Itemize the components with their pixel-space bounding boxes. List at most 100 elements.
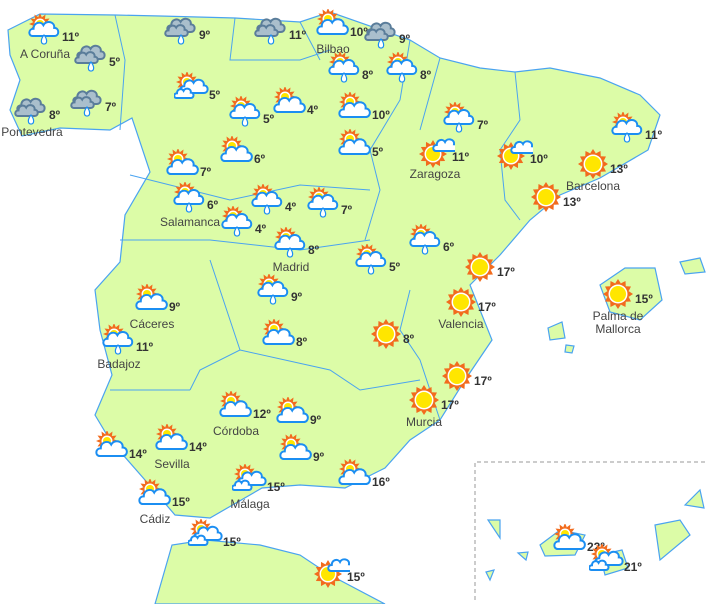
temperature: 5º	[109, 55, 121, 69]
city-label: Zaragoza	[409, 167, 461, 181]
partly-cloudy-icon	[337, 458, 375, 500]
temperature: 5º	[263, 112, 275, 126]
island-formentera	[564, 344, 575, 354]
temperature: 7º	[200, 165, 212, 179]
temperature: 8º	[403, 332, 415, 346]
temperature: 13º	[610, 162, 628, 176]
temperature: 17º	[474, 374, 492, 388]
rain-cloud-icon	[364, 16, 402, 57]
canary-island	[486, 519, 501, 540]
temperature: 7º	[105, 100, 117, 114]
temperature: 14º	[189, 440, 207, 454]
partly-cloudy-double-icon	[187, 518, 226, 560]
sun-icon	[600, 276, 638, 317]
temperature: 11º	[62, 30, 80, 44]
partly-cloudy-rain-icon	[442, 101, 480, 143]
temperature: 4º	[255, 222, 267, 236]
partly-cloudy-icon	[278, 433, 316, 475]
partly-cloudy-icon	[218, 390, 256, 432]
rain-cloud-icon	[74, 39, 112, 80]
temperature: 21º	[624, 560, 642, 574]
temperature: 6º	[207, 198, 219, 212]
sun-icon	[443, 284, 481, 325]
partly-cloudy-rain-icon	[385, 51, 423, 93]
temperature: 16º	[372, 475, 390, 489]
temperature: 11º	[452, 150, 470, 164]
rain-cloud-icon	[164, 12, 202, 53]
temperature: 9º	[169, 300, 181, 314]
canary-island	[516, 551, 529, 562]
city-label: Málaga	[230, 497, 270, 511]
temperature: 8º	[296, 335, 308, 349]
sun-icon	[575, 146, 613, 187]
partly-cloudy-rain-icon	[27, 13, 65, 55]
sun-small-cloud-icon	[417, 134, 459, 175]
city-label: Pontevedra	[1, 125, 63, 139]
temperature: 9º	[310, 413, 322, 427]
temperature: 8º	[362, 68, 374, 82]
temperature: 11º	[289, 28, 307, 42]
partly-cloudy-rain-icon	[306, 186, 344, 228]
temperature: 15º	[267, 480, 285, 494]
city-label: Palma de Mallorca	[592, 309, 644, 336]
city-label: Barcelona	[565, 179, 621, 193]
temperature: 17º	[441, 398, 459, 412]
city-label: Córdoba	[212, 424, 260, 438]
temperature: 12º	[253, 407, 271, 421]
temperature: 7º	[341, 203, 353, 217]
temperature: 14º	[129, 447, 147, 461]
city-label: Valencia	[438, 317, 484, 331]
partly-cloudy-icon	[94, 430, 132, 472]
sun-icon	[462, 249, 500, 290]
partly-cloudy-rain-icon	[273, 226, 311, 268]
partly-cloudy-rain-icon	[228, 95, 266, 137]
temperature: 4º	[307, 103, 319, 117]
city-label: Bilbao	[316, 42, 350, 56]
temperature: 11º	[645, 128, 663, 142]
temperature: 5º	[209, 88, 221, 102]
temperature: 17º	[478, 300, 496, 314]
island-menorca	[679, 257, 706, 275]
partly-cloudy-double-icon	[173, 71, 212, 113]
city-label: A Coruña	[19, 47, 71, 61]
island-ibiza	[547, 321, 566, 341]
partly-cloudy-icon	[275, 396, 313, 438]
temperature: 10º	[530, 152, 548, 166]
temperature: 9º	[291, 290, 303, 304]
temperature: 9º	[199, 28, 211, 42]
temperature: 5º	[372, 145, 384, 159]
partly-cloudy-rain-icon	[172, 181, 210, 223]
city-label: Cáceres	[129, 317, 175, 331]
city-label: Sevilla	[154, 457, 190, 471]
city-label: Murcia	[405, 415, 443, 429]
partly-cloudy-icon	[315, 8, 353, 50]
partly-cloudy-icon	[337, 91, 375, 133]
temperature: 5º	[389, 260, 401, 274]
partly-cloudy-rain-icon	[220, 205, 258, 247]
partly-cloudy-icon	[219, 135, 257, 177]
partly-cloudy-rain-icon	[101, 323, 139, 365]
temperature: 8º	[308, 243, 320, 257]
canary-island	[654, 519, 691, 562]
temperature: 9º	[399, 32, 411, 46]
partly-cloudy-icon	[137, 478, 175, 520]
partly-cloudy-double-icon	[231, 463, 270, 505]
partly-cloudy-rain-icon	[354, 243, 392, 285]
temperature: 15º	[172, 495, 190, 509]
sun-icon	[368, 316, 406, 357]
sun-small-cloud-icon	[495, 136, 537, 177]
sun-icon	[406, 382, 444, 423]
canary-island	[683, 488, 705, 509]
temperature: 6º	[443, 240, 455, 254]
sun-icon	[528, 179, 566, 220]
canary-island	[485, 569, 495, 582]
temperature: 4º	[285, 200, 297, 214]
partly-cloudy-rain-icon	[610, 111, 648, 153]
temperature: 9º	[313, 450, 325, 464]
temperature: 7º	[477, 118, 489, 132]
partly-cloudy-rain-icon	[408, 223, 446, 265]
temperature: 6º	[254, 152, 266, 166]
temperature: 15º	[635, 292, 653, 306]
